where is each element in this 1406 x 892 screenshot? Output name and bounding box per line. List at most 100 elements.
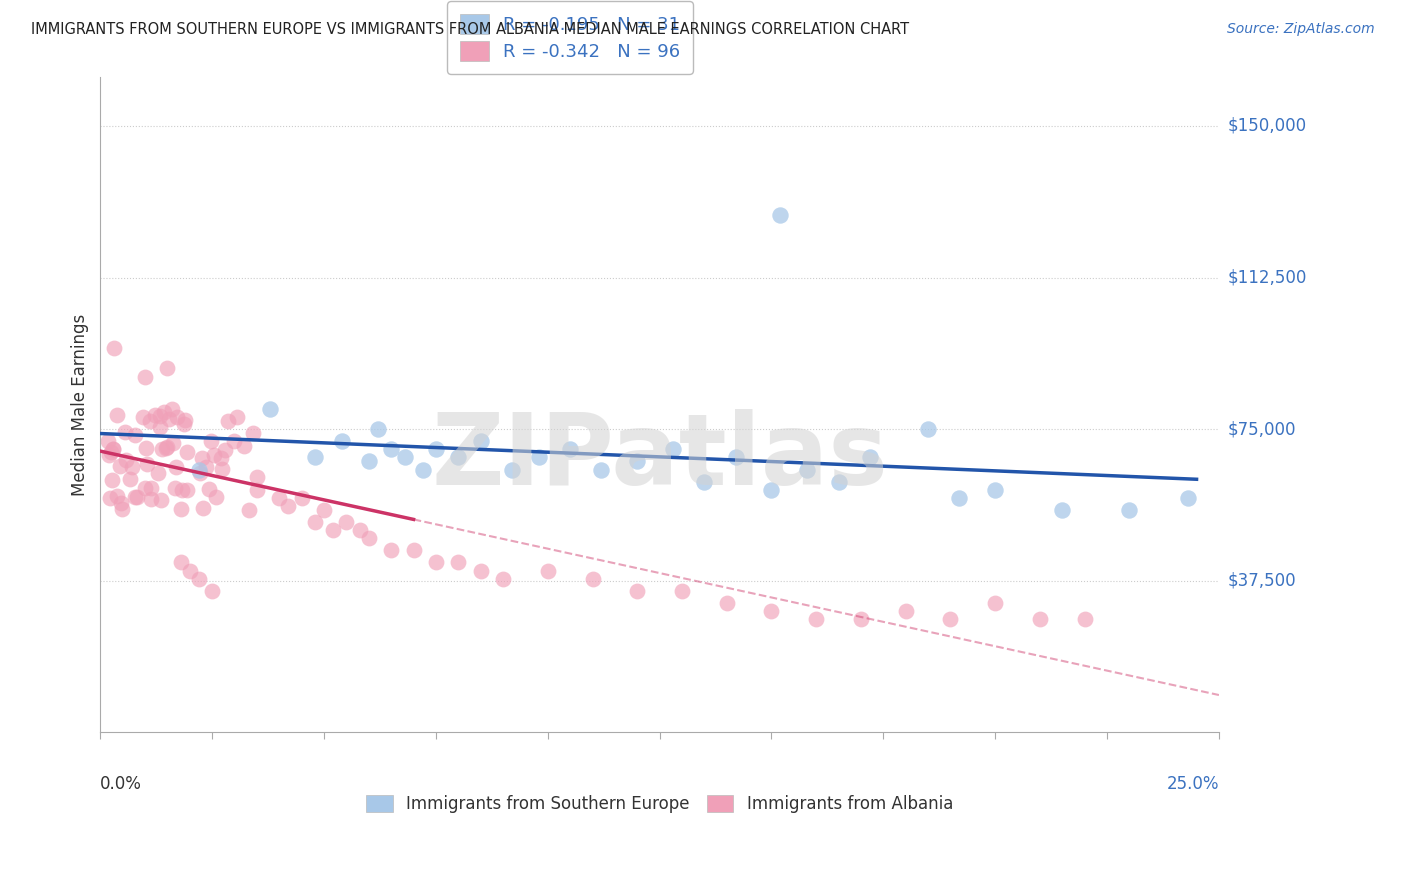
Point — [98, 491, 121, 505]
Point — [204, 490, 226, 504]
Point — [626, 454, 648, 468]
Point — [101, 442, 124, 456]
Point — [174, 413, 197, 427]
Point — [238, 502, 260, 516]
Point — [176, 483, 198, 497]
Text: 25.0%: 25.0% — [1167, 775, 1219, 793]
Point — [150, 493, 173, 508]
Point — [1029, 612, 1052, 626]
Point — [198, 482, 221, 496]
Point — [761, 604, 783, 618]
Point — [291, 491, 314, 505]
Point — [101, 473, 124, 487]
Point — [939, 612, 962, 626]
Point — [761, 483, 783, 497]
Point — [411, 462, 433, 476]
Point — [225, 409, 247, 424]
Point — [827, 475, 849, 489]
Text: $75,000: $75,000 — [1227, 420, 1296, 438]
Point — [114, 425, 136, 439]
Point — [155, 441, 177, 455]
Point — [537, 564, 560, 578]
Point — [246, 469, 269, 483]
Point — [1118, 503, 1140, 517]
Point — [447, 556, 470, 570]
Point — [425, 442, 447, 457]
Point — [165, 460, 187, 475]
Point — [211, 462, 233, 476]
Point — [111, 501, 134, 516]
Point — [135, 441, 157, 455]
Point — [806, 612, 828, 626]
Point — [671, 583, 693, 598]
Point — [394, 450, 416, 465]
Point — [143, 408, 166, 422]
Point — [141, 481, 163, 495]
Point — [277, 499, 299, 513]
Text: 0.0%: 0.0% — [100, 775, 142, 793]
Point — [849, 612, 872, 626]
Point — [984, 596, 1007, 610]
Text: IMMIGRANTS FROM SOUTHERN EUROPE VS IMMIGRANTS FROM ALBANIA MEDIAN MALE EARNINGS : IMMIGRANTS FROM SOUTHERN EUROPE VS IMMIG… — [31, 22, 910, 37]
Point — [134, 369, 156, 384]
Point — [233, 439, 256, 453]
Point — [121, 459, 143, 474]
Point — [1177, 491, 1199, 505]
Y-axis label: Median Male Earnings: Median Male Earnings — [72, 314, 89, 496]
Point — [100, 445, 122, 459]
Point — [201, 583, 224, 598]
Point — [380, 442, 402, 457]
Point — [108, 459, 131, 474]
Point — [470, 434, 492, 449]
Point — [917, 422, 939, 436]
Point — [149, 419, 172, 434]
Point — [103, 341, 125, 355]
Point — [149, 409, 172, 423]
Point — [124, 427, 146, 442]
Point — [1073, 612, 1095, 626]
Point — [948, 491, 970, 505]
Point — [156, 440, 179, 454]
Point — [176, 445, 198, 459]
Point — [98, 448, 121, 462]
Point — [162, 435, 184, 450]
Point — [447, 450, 470, 465]
Point — [312, 503, 335, 517]
Point — [110, 496, 132, 510]
Point — [135, 457, 157, 471]
Point — [269, 491, 291, 505]
Point — [200, 434, 222, 449]
Point — [134, 481, 156, 495]
Point — [105, 409, 128, 423]
Point — [259, 401, 281, 416]
Point — [195, 460, 218, 475]
Point — [202, 448, 225, 462]
Point — [214, 443, 236, 458]
Point — [242, 425, 264, 440]
Point — [162, 402, 184, 417]
Point — [246, 483, 269, 497]
Point — [170, 556, 193, 570]
Point — [166, 409, 188, 424]
Point — [357, 454, 380, 468]
Point — [492, 572, 515, 586]
Point — [894, 604, 917, 618]
Point — [380, 543, 402, 558]
Point — [157, 412, 180, 426]
Point — [330, 434, 353, 449]
Text: $150,000: $150,000 — [1227, 117, 1306, 135]
Point — [179, 564, 201, 578]
Point — [163, 481, 186, 495]
Point — [148, 466, 170, 480]
Point — [139, 414, 162, 428]
Point — [859, 450, 882, 465]
Point — [626, 583, 648, 598]
Text: $37,500: $37,500 — [1227, 572, 1296, 590]
Legend: Immigrants from Southern Europe, Immigrants from Albania: Immigrants from Southern Europe, Immigra… — [359, 787, 962, 822]
Point — [304, 515, 326, 529]
Point — [693, 475, 716, 489]
Point — [367, 422, 389, 436]
Point — [425, 556, 447, 570]
Point — [188, 467, 211, 481]
Point — [172, 483, 194, 497]
